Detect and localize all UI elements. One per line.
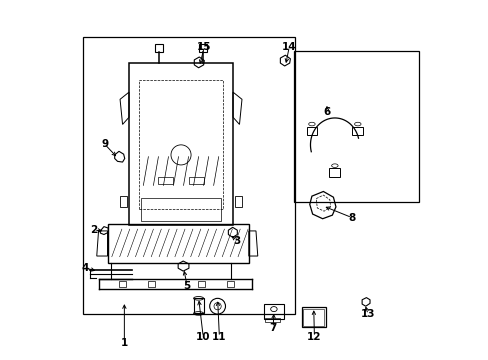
Bar: [226, 282, 233, 287]
Bar: [263, 304, 284, 319]
Text: 6: 6: [323, 107, 330, 117]
Text: 1: 1: [121, 338, 128, 348]
Text: 13: 13: [360, 310, 375, 319]
Bar: [352, 127, 363, 135]
Bar: [158, 177, 172, 184]
Bar: [301, 307, 325, 327]
Text: 5: 5: [183, 281, 190, 291]
Bar: [188, 177, 203, 184]
Text: 14: 14: [282, 42, 296, 51]
Text: 11: 11: [212, 332, 226, 342]
Text: 9: 9: [101, 139, 108, 149]
Text: 10: 10: [196, 332, 210, 342]
Bar: [147, 282, 155, 287]
Bar: [198, 282, 204, 287]
Bar: [140, 198, 221, 221]
Text: 3: 3: [233, 236, 241, 246]
Bar: [155, 44, 163, 52]
Text: 15: 15: [197, 42, 211, 51]
Text: 7: 7: [269, 323, 276, 333]
Text: 2: 2: [90, 225, 97, 235]
Bar: [119, 282, 126, 287]
Text: 12: 12: [306, 332, 321, 342]
Text: 4: 4: [81, 263, 88, 273]
Bar: [329, 168, 340, 177]
Bar: [198, 44, 207, 52]
Bar: [193, 298, 203, 314]
Text: 8: 8: [348, 213, 355, 222]
Bar: [293, 51, 418, 202]
Ellipse shape: [270, 307, 277, 312]
Bar: [83, 37, 294, 315]
Bar: [303, 309, 324, 325]
Bar: [306, 127, 317, 135]
Bar: [264, 319, 279, 322]
